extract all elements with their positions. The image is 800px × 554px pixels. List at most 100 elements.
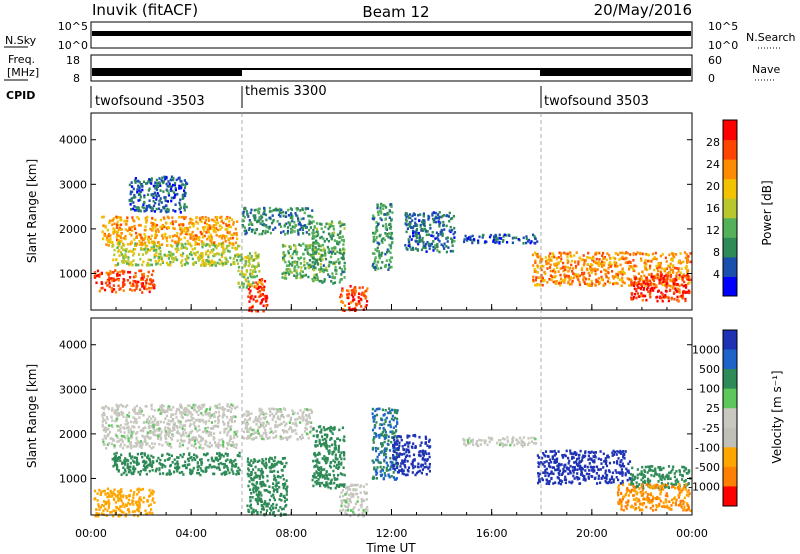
- range-gate-cell: [245, 424, 248, 428]
- range-gate-cell: [284, 233, 287, 236]
- range-gate-cell: [265, 412, 268, 416]
- range-gate-cell: [293, 269, 296, 273]
- range-gate-cell: [630, 298, 633, 301]
- range-gate-cell: [276, 461, 279, 465]
- range-gate-cell: [215, 443, 218, 447]
- range-gate-cell: [602, 251, 605, 255]
- range-gate-cell: [342, 247, 345, 250]
- range-gate-cell: [685, 264, 688, 268]
- range-gate-cell: [431, 214, 434, 217]
- range-gate-cell: [668, 288, 672, 292]
- range-gate-cell: [688, 275, 691, 278]
- range-gate-cell: [578, 283, 582, 287]
- range-gate-cell: [152, 204, 156, 208]
- range-gate-cell: [451, 241, 454, 244]
- range-gate-cell: [343, 223, 346, 226]
- range-gate-cell: [191, 429, 194, 433]
- range-gate-cell: [124, 457, 127, 460]
- range-gate-cell: [204, 427, 207, 430]
- range-gate-cell: [505, 234, 508, 237]
- range-gate-cell: [294, 261, 297, 265]
- range-gate-cell: [258, 407, 261, 411]
- range-gate-cell: [273, 474, 276, 478]
- range-gate-cell: [303, 224, 306, 227]
- range-gate-cell: [640, 292, 643, 295]
- range-gate-cell: [113, 253, 116, 257]
- range-gate-cell: [635, 288, 638, 291]
- range-gate-cell: [277, 415, 280, 418]
- range-gate-cell: [218, 242, 221, 246]
- range-gate-cell: [130, 181, 133, 184]
- colorbar-swatch: [723, 217, 737, 238]
- range-gate-cell: [178, 432, 181, 435]
- range-gate-cell: [677, 267, 680, 270]
- range-gate-cell: [657, 276, 661, 280]
- range-gate-cell: [661, 267, 664, 270]
- range-gate-cell: [240, 257, 243, 261]
- range-gate-cell: [625, 251, 628, 254]
- range-gate-cell: [186, 408, 189, 412]
- range-gate-cell: [666, 283, 669, 287]
- range-gate-cell: [261, 458, 264, 461]
- range-gate-cell: [139, 209, 142, 213]
- range-gate-cell: [143, 232, 146, 236]
- range-gate-cell: [619, 251, 622, 255]
- range-gate-cell: [168, 427, 171, 431]
- range-gate-cell: [451, 244, 454, 247]
- range-gate-cell: [128, 232, 132, 236]
- range-gate-cell: [302, 416, 305, 420]
- range-gate-cell: [162, 190, 165, 193]
- range-gate-cell: [336, 233, 339, 237]
- range-gate-cell: [640, 275, 643, 278]
- range-gate-cell: [284, 505, 287, 508]
- range-gate-cell: [544, 256, 547, 259]
- range-gate-cell: [489, 233, 493, 237]
- range-gate-cell: [327, 239, 330, 243]
- range-gate-cell: [203, 403, 206, 407]
- range-gate-cell: [281, 483, 285, 486]
- range-gate-cell: [179, 233, 182, 236]
- range-gate-cell: [129, 441, 132, 444]
- range-gate-cell: [651, 252, 654, 256]
- range-gate-cell: [175, 234, 179, 238]
- range-gate-cell: [286, 436, 289, 440]
- range-gate-cell: [141, 188, 144, 192]
- range-gate-cell: [642, 294, 645, 298]
- range-gate-cell: [223, 250, 226, 254]
- range-gate-cell: [186, 239, 189, 243]
- range-gate-cell: [165, 182, 168, 186]
- range-gate-cell: [175, 250, 178, 254]
- range-gate-cell: [253, 285, 256, 289]
- range-gate-cell: [282, 252, 285, 256]
- range-gate-cell: [118, 429, 121, 432]
- range-gate-cell: [644, 284, 647, 287]
- range-gate-cell: [213, 437, 216, 440]
- range-gate-cell: [566, 258, 569, 262]
- range-gate-cell: [257, 420, 260, 423]
- range-gate-cell: [115, 235, 118, 239]
- range-gate-cell: [268, 227, 271, 230]
- range-gate-cell: [286, 430, 289, 434]
- range-gate-cell: [101, 406, 104, 410]
- range-gate-cell: [127, 431, 130, 434]
- range-gate-cell: [617, 253, 620, 256]
- range-gate-cell: [179, 206, 182, 209]
- range-gate-cell: [666, 277, 669, 280]
- range-gate-cell: [661, 299, 664, 303]
- range-gate-cell: [260, 484, 263, 488]
- range-gate-cell: [689, 278, 692, 282]
- range-gate-cell: [179, 442, 182, 445]
- range-gate-cell: [532, 278, 535, 282]
- range-gate-cell: [173, 234, 176, 237]
- range-gate-cell: [122, 415, 125, 419]
- range-gate-cell: [306, 207, 310, 210]
- range-gate-cell: [214, 230, 217, 234]
- range-gate-cell: [101, 286, 104, 290]
- range-gate-cell: [123, 463, 126, 466]
- range-gate-cell: [131, 263, 134, 267]
- range-gate-cell: [141, 278, 145, 281]
- range-gate-cell: [265, 489, 268, 492]
- range-gate-cell: [233, 465, 236, 468]
- range-gate-cell: [632, 266, 635, 269]
- range-gate-cell: [632, 296, 636, 299]
